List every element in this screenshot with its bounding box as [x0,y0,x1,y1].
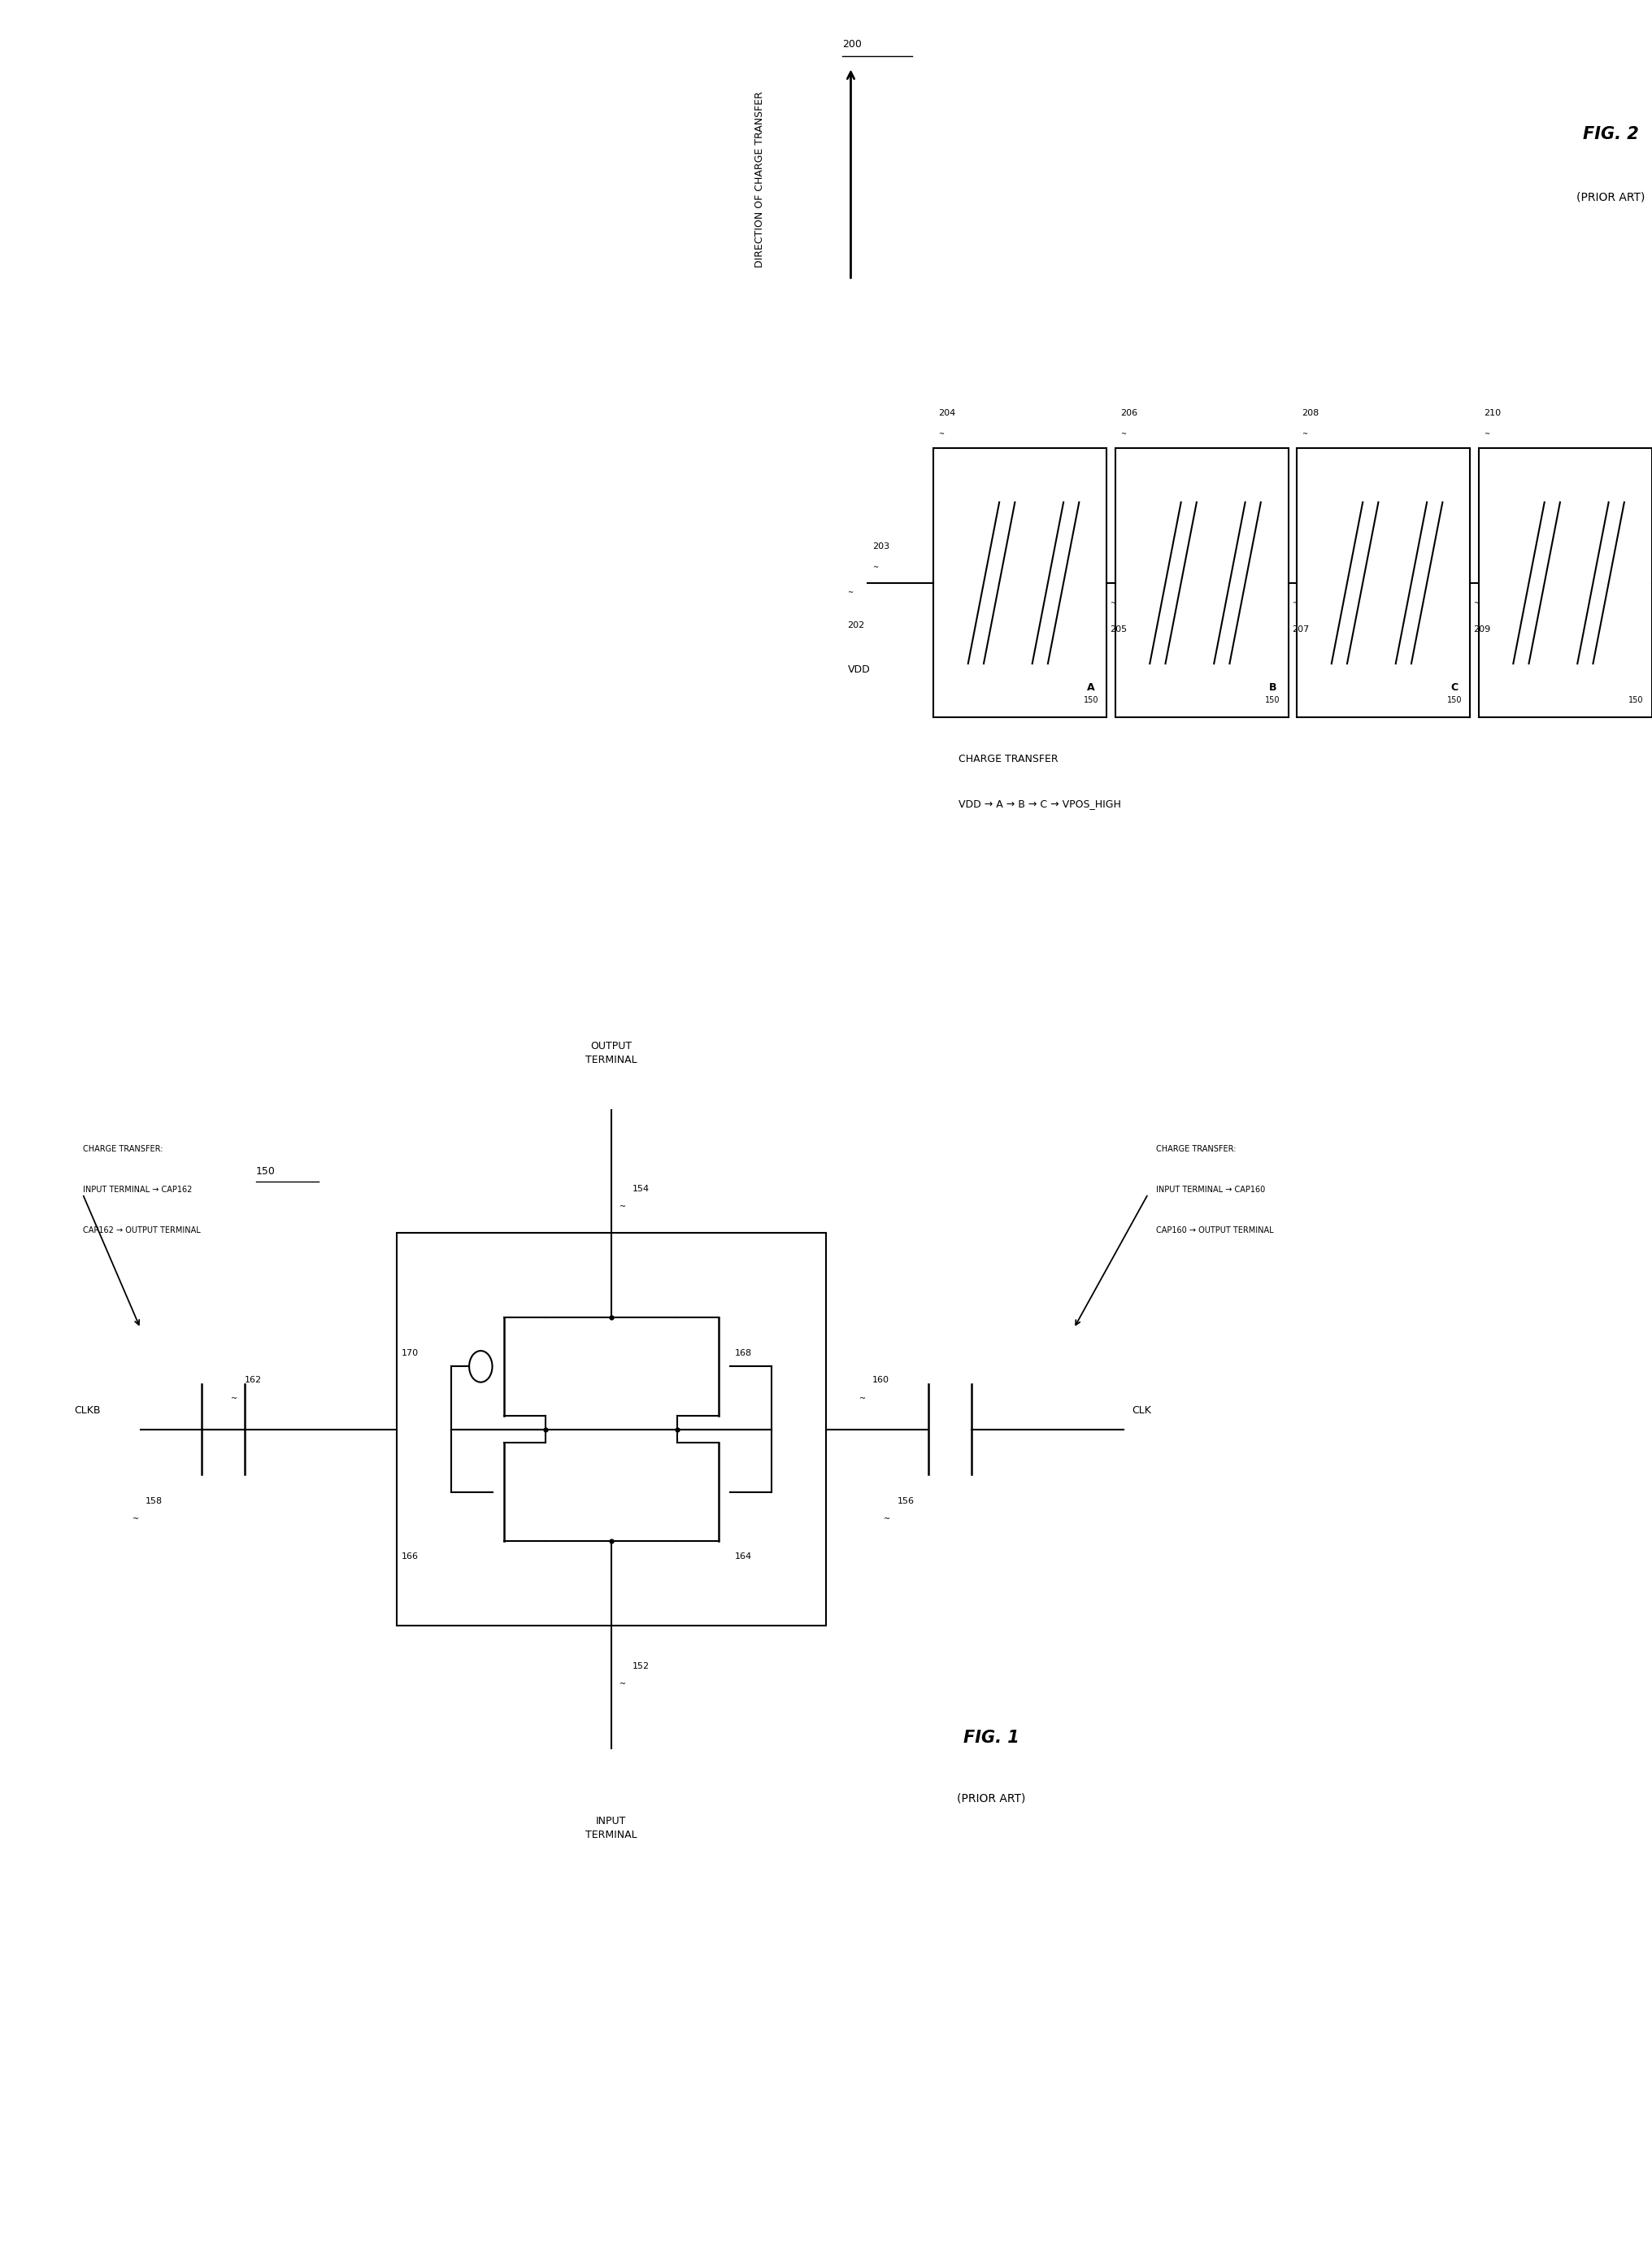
Text: 164: 164 [735,1554,752,1560]
Text: ~: ~ [231,1395,238,1403]
Text: OUTPUT
TERMINAL: OUTPUT TERMINAL [585,1040,638,1065]
Text: VDD → A → B → C → VPOS_HIGH: VDD → A → B → C → VPOS_HIGH [958,798,1120,809]
Bar [1297,448,1470,717]
Text: ~: ~ [1292,599,1297,608]
Text: CLKB: CLKB [74,1406,101,1417]
Text: 205: 205 [1110,626,1127,634]
Text: 152: 152 [633,1661,649,1670]
Text: 150: 150 [1265,695,1280,704]
Text: 202: 202 [847,621,864,630]
Text: ~: ~ [1120,430,1125,437]
Text: INPUT TERMINAL → CAP160: INPUT TERMINAL → CAP160 [1156,1186,1265,1195]
Text: 150: 150 [1629,695,1644,704]
Text: CHARGE TRANSFER:: CHARGE TRANSFER: [83,1146,162,1152]
Text: (PRIOR ART): (PRIOR ART) [957,1791,1026,1805]
Text: C: C [1450,682,1457,693]
Text: B: B [1269,682,1277,693]
Text: 162: 162 [244,1377,261,1383]
Bar [1115,448,1289,717]
Text: 166: 166 [401,1554,418,1560]
Text: 150: 150 [256,1166,276,1177]
Text: ~: ~ [1110,599,1115,608]
Text: ~: ~ [847,587,852,596]
Text: FIG. 1: FIG. 1 [963,1729,1019,1747]
Text: ~: ~ [872,563,877,572]
Text: 200: 200 [843,38,862,49]
Text: 154: 154 [633,1184,649,1193]
Text: ~: ~ [938,430,943,437]
Text: A: A [1087,682,1095,693]
Text: 150: 150 [1447,695,1462,704]
Text: CHARGE TRANSFER: CHARGE TRANSFER [958,753,1057,765]
Text: CAP160 → OUTPUT TERMINAL: CAP160 → OUTPUT TERMINAL [1156,1226,1274,1233]
Text: ~: ~ [1302,430,1307,437]
Text: DIRECTION OF CHARGE TRANSFER: DIRECTION OF CHARGE TRANSFER [755,92,765,267]
Text: ~: ~ [620,1679,626,1688]
Bar [396,1233,826,1625]
Text: 206: 206 [1120,408,1137,417]
Text: ~: ~ [620,1202,626,1211]
Text: CLK: CLK [1132,1406,1151,1417]
Text: 209: 209 [1474,626,1490,634]
Text: INPUT TERMINAL → CAP162: INPUT TERMINAL → CAP162 [83,1186,192,1195]
Text: ~: ~ [884,1516,890,1525]
Text: INPUT
TERMINAL: INPUT TERMINAL [585,1816,638,1841]
Text: (PRIOR ART): (PRIOR ART) [1576,191,1645,204]
Text: 156: 156 [897,1498,914,1507]
Text: CAP162 → OUTPUT TERMINAL: CAP162 → OUTPUT TERMINAL [83,1226,200,1233]
Text: CHARGE TRANSFER:: CHARGE TRANSFER: [1156,1146,1236,1152]
Text: 208: 208 [1302,408,1318,417]
Bar [1479,448,1652,717]
Text: ~: ~ [859,1395,866,1403]
Bar [933,448,1107,717]
Text: 170: 170 [401,1350,418,1356]
Text: 168: 168 [735,1350,752,1356]
Text: 210: 210 [1483,408,1500,417]
Text: VDD: VDD [847,664,871,675]
Text: 150: 150 [1084,695,1099,704]
Text: ~: ~ [132,1516,139,1525]
Text: 203: 203 [872,543,889,552]
Text: 158: 158 [145,1498,162,1507]
Text: 207: 207 [1292,626,1308,634]
Text: 204: 204 [938,408,955,417]
Text: ~: ~ [1483,430,1488,437]
Text: ~: ~ [1474,599,1479,608]
Text: FIG. 2: FIG. 2 [1583,126,1639,143]
Text: 160: 160 [872,1377,889,1383]
